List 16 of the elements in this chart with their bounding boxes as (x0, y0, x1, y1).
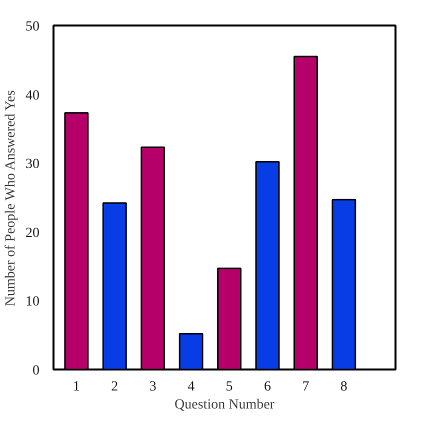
y-tick-label: 30 (26, 157, 40, 172)
y-tick-label: 10 (26, 294, 40, 310)
y-tick-label: 50 (26, 20, 40, 34)
x-tick-label: 4 (188, 380, 195, 394)
x-tick-label: 5 (226, 380, 233, 394)
x-tick-label: 7 (302, 380, 310, 394)
y-tick-label: 40 (26, 88, 40, 104)
x-tick-label: 1 (72, 380, 80, 394)
y-tick-label: 20 (26, 226, 40, 241)
y-tick-label: 0 (32, 364, 40, 378)
y-axis-title: Number of People Who Answered Yes (4, 90, 18, 306)
x-tick-label: 3 (149, 380, 156, 394)
x-tick-label: 2 (111, 380, 118, 394)
x-axis-title: Question Number (174, 398, 275, 412)
x-tick-label: 8 (340, 380, 348, 394)
x-tick-label: 6 (264, 380, 271, 394)
